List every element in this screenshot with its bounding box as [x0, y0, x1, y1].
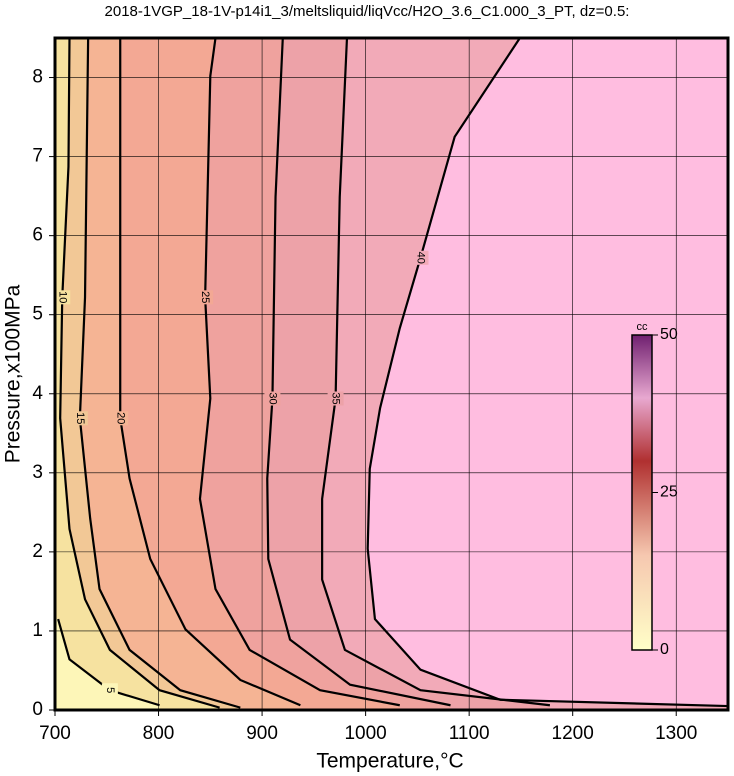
x-tick-label: 800	[143, 723, 175, 744]
y-tick-label: 4	[32, 383, 43, 404]
contour-line	[59, 37, 220, 709]
x-tick-label: 1000	[344, 723, 386, 744]
contour-line	[119, 38, 301, 707]
contour-line	[198, 37, 400, 707]
y-tick-label: 7	[32, 146, 43, 167]
contour-label: 35	[330, 392, 342, 404]
x-tick-label: 1200	[552, 723, 594, 744]
contour-label: 15	[74, 412, 86, 424]
x-tick-label: 1100	[449, 723, 490, 744]
y-tick-label: 8	[32, 67, 43, 88]
contour-label-bg	[101, 683, 118, 698]
y-axis-label: Pressure,x100MPa	[2, 284, 25, 463]
y-tick-label: 0	[32, 699, 43, 720]
contour-label-bg	[197, 290, 214, 305]
y-tick-label: 2	[32, 541, 43, 562]
contour-label-bg	[412, 250, 429, 265]
x-tick-label: 900	[246, 723, 278, 744]
colorbar-tick-label: 50	[660, 326, 678, 343]
contour-fill	[55, 619, 160, 710]
colorbar	[631, 334, 653, 651]
x-axis-label: Temperature,°C	[316, 750, 463, 773]
contour-label: 5	[104, 687, 116, 693]
contour-line	[78, 37, 241, 709]
contour-label-bg	[71, 411, 88, 426]
y-tick-label: 3	[32, 462, 43, 483]
contour-label: 30	[267, 392, 279, 404]
x-tick-label: 700	[39, 723, 71, 744]
contour-label: 10	[56, 291, 68, 303]
y-tick-label: 1	[32, 620, 43, 641]
colorbar-tick-label: 0	[660, 641, 669, 658]
contour-line	[321, 37, 551, 707]
contour-line	[366, 37, 729, 708]
contour-label-bg	[54, 290, 71, 305]
chart-title: 2018-1VGP_18-1V-p14i1_3/meltsliquid/liqV…	[105, 3, 630, 20]
contour-line	[57, 618, 160, 707]
contour-line	[266, 37, 451, 707]
contour-label-bg	[264, 391, 281, 406]
y-tick-label: 6	[32, 225, 43, 246]
y-tick-label: 5	[32, 304, 43, 325]
contour-fill	[55, 38, 301, 710]
plot-frame	[53, 36, 730, 712]
contour-label: 20	[114, 412, 126, 424]
x-tick-label: 1300	[655, 723, 697, 744]
colorbar-label: cc	[637, 321, 649, 333]
contour-label: 40	[415, 252, 427, 264]
contour-label-bg	[112, 411, 129, 426]
contour-label-bg	[327, 391, 344, 406]
contour-label: 25	[199, 291, 211, 303]
contour-fill	[55, 38, 220, 710]
colorbar-tick-label: 25	[660, 484, 678, 501]
